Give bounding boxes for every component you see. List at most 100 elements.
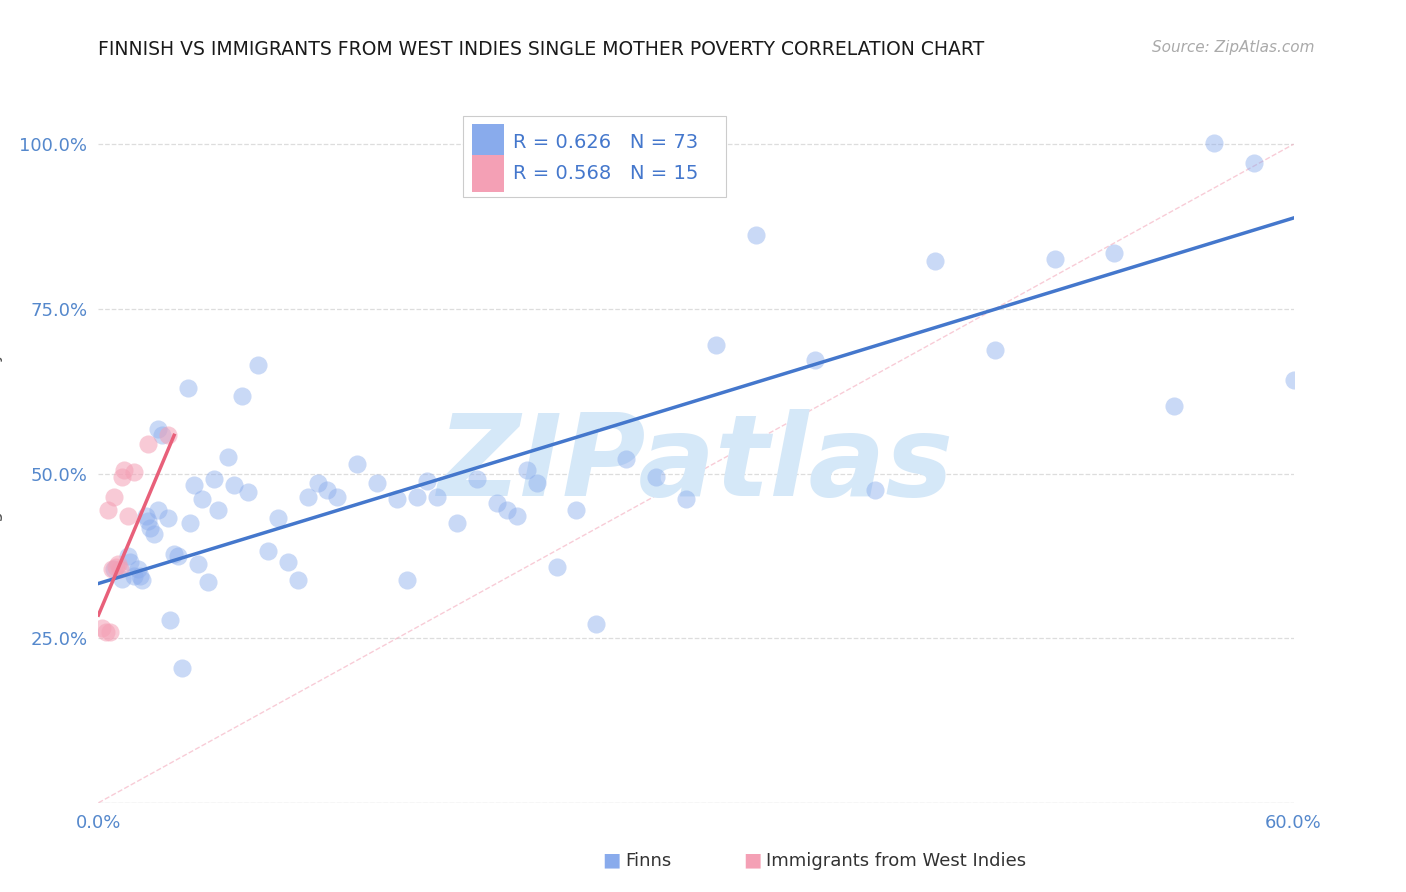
Point — [297, 490, 319, 504]
Point — [91, 621, 114, 635]
Point — [183, 478, 205, 492]
Point — [326, 490, 349, 504]
Point — [124, 568, 146, 582]
Point — [131, 573, 153, 587]
Point — [287, 573, 309, 587]
Point — [97, 502, 120, 516]
FancyBboxPatch shape — [463, 116, 725, 197]
Point — [396, 573, 419, 587]
Point — [143, 527, 166, 541]
Point — [117, 509, 139, 524]
Point — [163, 547, 186, 561]
Point — [150, 428, 173, 442]
Point — [246, 358, 269, 372]
Point — [103, 490, 125, 504]
Point — [96, 624, 118, 639]
Point — [495, 502, 517, 516]
Point — [585, 616, 607, 631]
Point — [745, 228, 768, 243]
Point — [111, 572, 134, 586]
Point — [101, 562, 124, 576]
Point — [202, 472, 225, 486]
Point — [416, 475, 439, 489]
Point — [277, 556, 299, 570]
Point — [127, 562, 149, 576]
Point — [231, 389, 253, 403]
Point — [167, 549, 190, 563]
Point — [704, 338, 727, 352]
Point — [120, 556, 142, 570]
Point — [187, 558, 209, 572]
Point — [179, 516, 201, 530]
Point — [385, 491, 409, 506]
Point — [307, 476, 329, 491]
Point — [1282, 373, 1305, 387]
Point — [366, 476, 388, 491]
Point — [129, 568, 152, 582]
Text: FINNISH VS IMMIGRANTS FROM WEST INDIES SINGLE MOTHER POVERTY CORRELATION CHART: FINNISH VS IMMIGRANTS FROM WEST INDIES S… — [98, 40, 984, 59]
Point — [105, 560, 128, 574]
Point — [924, 254, 946, 268]
Point — [197, 575, 219, 590]
FancyBboxPatch shape — [472, 155, 503, 192]
Text: Finns: Finns — [626, 852, 672, 870]
Point — [172, 661, 194, 675]
Point — [546, 560, 568, 574]
Point — [111, 470, 134, 484]
Point — [98, 624, 122, 639]
Point — [614, 452, 637, 467]
Point — [565, 502, 588, 516]
Point — [485, 496, 508, 510]
Text: Immigrants from West Indies: Immigrants from West Indies — [766, 852, 1026, 870]
Text: ■: ■ — [742, 851, 762, 870]
Point — [148, 502, 170, 516]
Point — [177, 381, 200, 395]
Y-axis label: Single Mother Poverty: Single Mother Poverty — [0, 351, 3, 549]
Point — [222, 478, 245, 492]
Point — [256, 544, 278, 558]
Point — [426, 490, 449, 504]
FancyBboxPatch shape — [472, 124, 503, 161]
Point — [157, 511, 180, 525]
Point — [117, 549, 139, 563]
Point — [506, 509, 529, 524]
Point — [112, 463, 135, 477]
Text: ■: ■ — [602, 851, 621, 870]
Point — [148, 422, 170, 436]
Point — [136, 437, 159, 451]
Point — [406, 490, 429, 504]
Point — [217, 450, 239, 464]
Point — [1243, 155, 1265, 169]
Text: ZIPatlas: ZIPatlas — [437, 409, 955, 520]
Point — [675, 491, 697, 506]
Point — [135, 509, 157, 524]
Point — [1202, 136, 1225, 150]
Point — [465, 472, 488, 486]
Point — [157, 428, 180, 442]
Point — [346, 457, 368, 471]
Point — [804, 353, 827, 368]
Point — [984, 343, 1007, 357]
Point — [103, 562, 125, 576]
Point — [107, 558, 129, 572]
Point — [110, 562, 132, 576]
Point — [1163, 400, 1185, 414]
Point — [236, 485, 259, 500]
Point — [1104, 246, 1126, 260]
Text: R = 0.568   N = 15: R = 0.568 N = 15 — [513, 164, 699, 183]
Point — [207, 502, 229, 516]
Point — [446, 516, 468, 530]
Point — [865, 483, 887, 497]
Point — [139, 520, 162, 534]
Point — [124, 465, 146, 479]
Point — [159, 613, 181, 627]
Text: Source: ZipAtlas.com: Source: ZipAtlas.com — [1152, 40, 1315, 55]
Point — [267, 511, 290, 525]
Text: R = 0.626   N = 73: R = 0.626 N = 73 — [513, 133, 699, 152]
Point — [1043, 252, 1066, 267]
Point — [316, 483, 339, 497]
Point — [645, 470, 668, 484]
Point — [516, 463, 538, 477]
Point — [191, 491, 214, 506]
Point — [136, 514, 159, 528]
